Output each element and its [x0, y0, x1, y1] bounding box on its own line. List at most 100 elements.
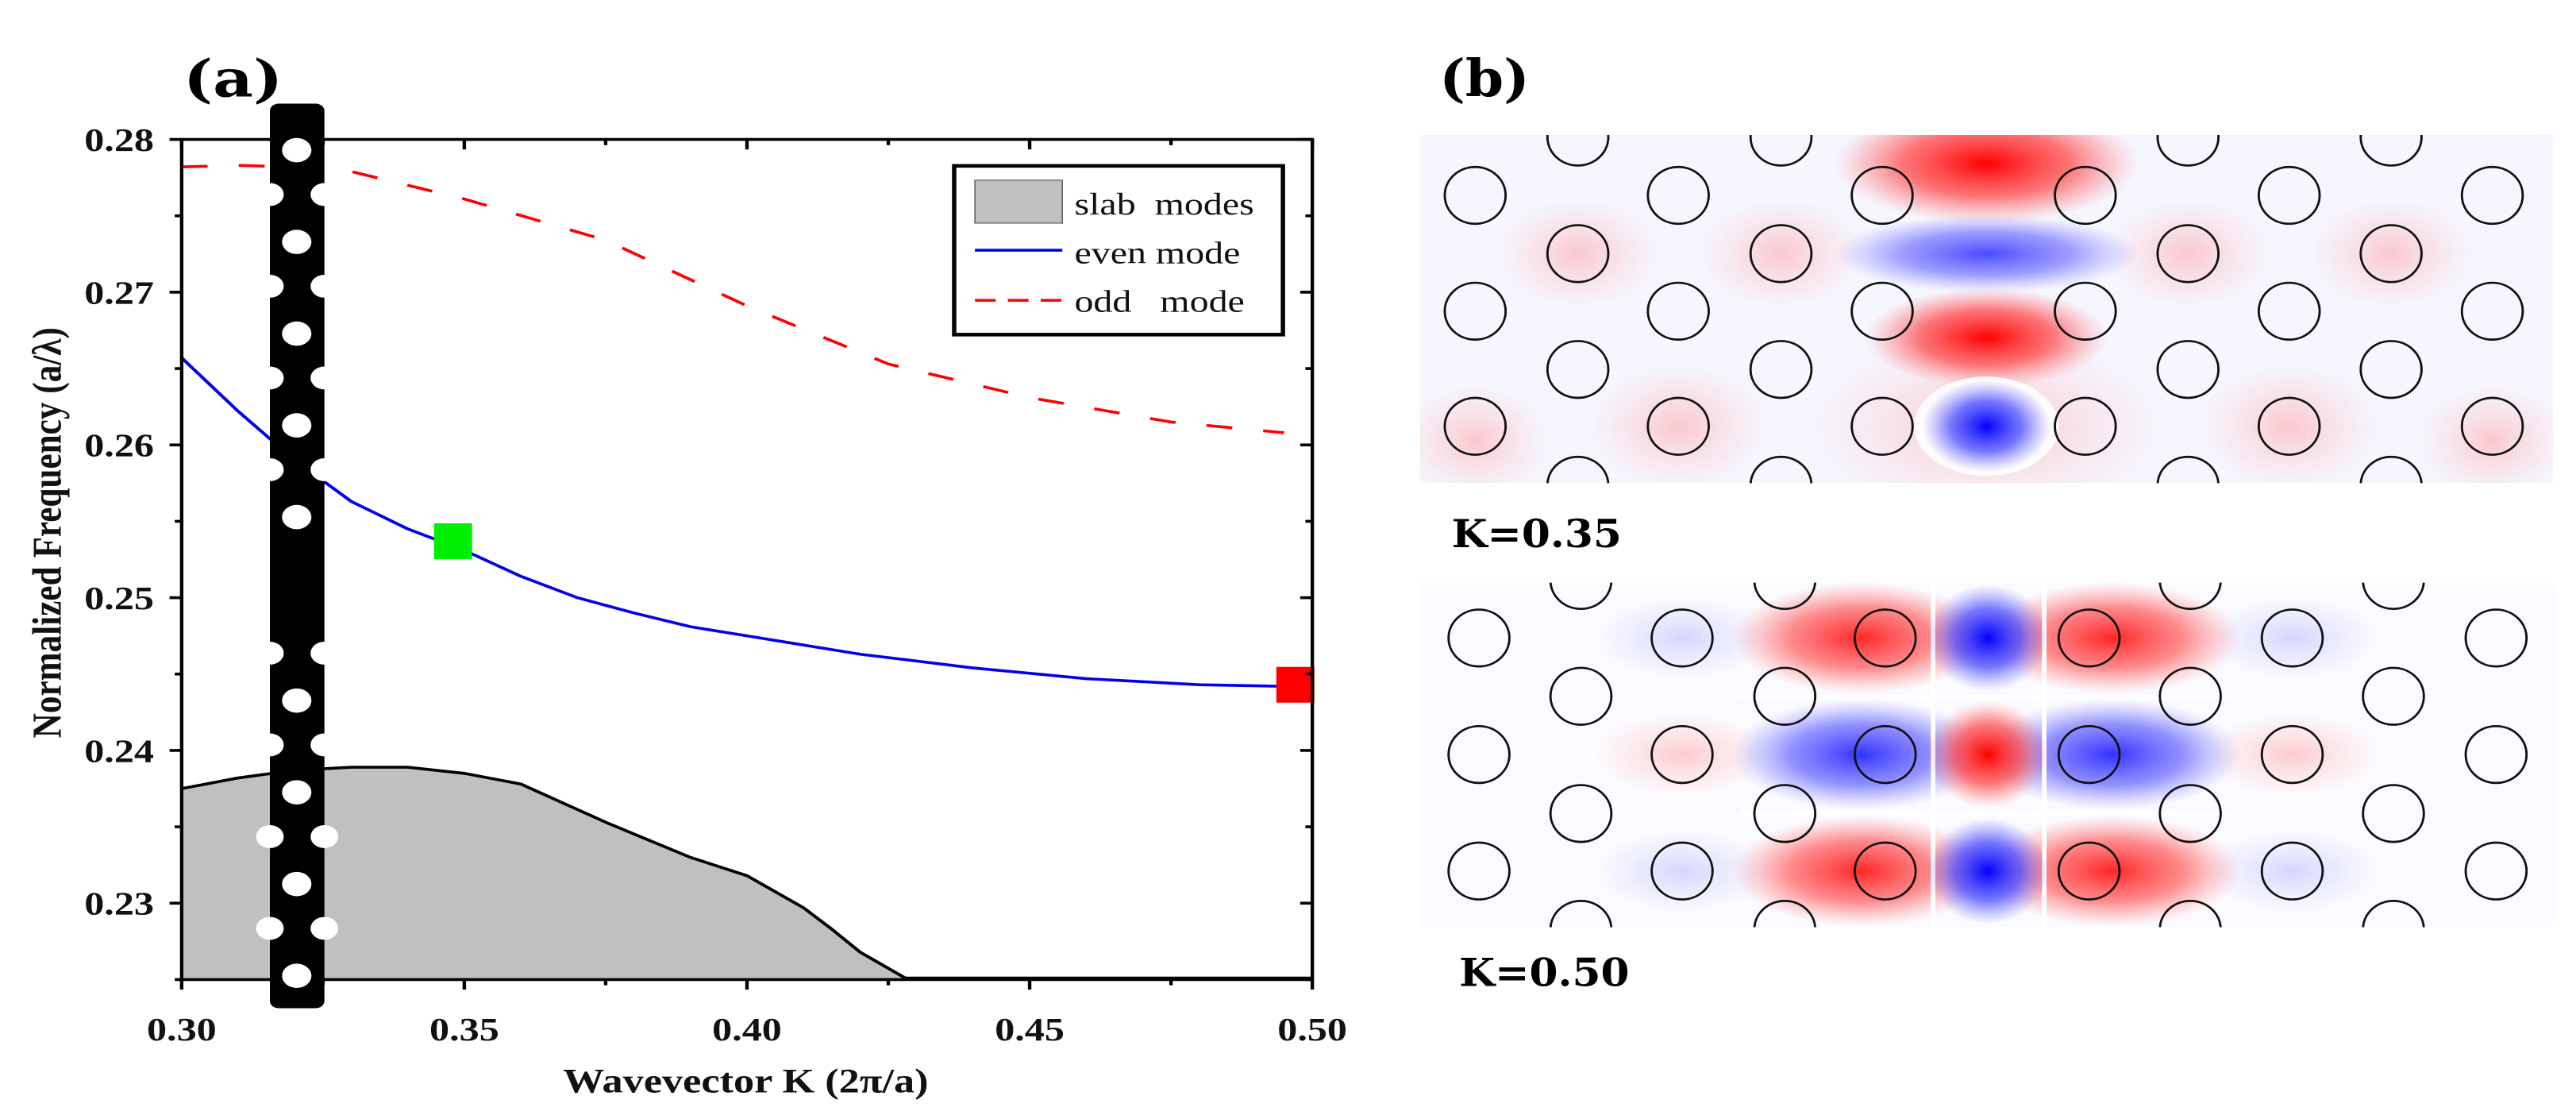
air-hole	[2464, 724, 2528, 785]
strip-hole-edge	[310, 274, 339, 298]
air-hole	[2156, 224, 2220, 284]
strip-hole-edge	[256, 733, 284, 757]
y-tick-label: 0.24	[84, 732, 154, 769]
air-hole	[1650, 608, 1714, 668]
strip-hole-edge	[256, 366, 284, 390]
air-hole	[1854, 724, 1917, 785]
air-hole	[2260, 724, 2324, 785]
air-hole	[1546, 134, 1610, 167]
strip-hole-edge	[256, 825, 284, 848]
strip-hole-edge	[310, 825, 339, 848]
air-hole	[2054, 281, 2117, 341]
strip-hole-edge	[256, 183, 284, 206]
air-hole	[2260, 841, 2324, 901]
air-hole	[2156, 340, 2220, 399]
air-hole	[2057, 841, 2121, 901]
strip-hole-edge	[310, 366, 339, 390]
air-hole	[2359, 455, 2423, 484]
x-tick-label: 0.35	[429, 1011, 499, 1048]
air-hole	[1546, 455, 1610, 484]
strip-hole	[282, 413, 312, 438]
y-tick-label: 0.28	[84, 122, 154, 158]
air-hole	[1850, 165, 1914, 226]
air-hole	[2464, 841, 2528, 901]
legend: slab modes even mode odd mode	[952, 164, 1285, 337]
field-maps-panel: (b) K=0.35	[1419, 48, 2554, 995]
air-hole	[1753, 784, 1817, 843]
strip-hole-edge	[256, 458, 284, 481]
strip-hole	[282, 871, 312, 897]
air-hole	[2362, 666, 2425, 726]
air-hole	[2460, 396, 2524, 456]
air-hole	[2460, 281, 2524, 341]
air-hole	[1443, 396, 1507, 456]
air-hole	[1443, 281, 1507, 341]
strip-hole	[282, 321, 312, 346]
air-hole	[1650, 841, 1714, 901]
air-hole	[2158, 900, 2222, 928]
air-hole	[1650, 724, 1714, 785]
marker-k050	[1276, 666, 1315, 703]
y-tick-label: 0.27	[84, 274, 154, 311]
air-hole	[1447, 841, 1511, 901]
air-hole	[1749, 340, 1813, 399]
x-tick-label: 0.45	[995, 1011, 1065, 1048]
panel-label-b: (b)	[1439, 48, 1530, 108]
field-map-caption-k035: K=0.35	[1452, 511, 1622, 556]
field-map-k035	[1419, 134, 2554, 484]
legend-label-slab-modes: slab modes	[1074, 187, 1253, 222]
y-tick-label: 0.25	[84, 580, 154, 616]
plot-area: 0.23 0.24 0.25 0.26 0.27 0.28 0.30 0.35 0.40 0.45…	[84, 122, 1347, 1048]
strip-hole-edge	[310, 458, 339, 481]
field-map-k050	[1419, 582, 2554, 928]
air-hole	[2362, 582, 2425, 611]
air-hole	[2158, 666, 2222, 726]
air-hole	[1443, 165, 1507, 226]
air-hole	[2362, 784, 2425, 843]
strip-hole-edge	[256, 642, 284, 665]
air-hole	[1549, 582, 1613, 611]
strip-hole-edge	[310, 183, 339, 206]
air-hole	[2054, 165, 2117, 226]
air-hole	[2057, 724, 2121, 785]
air-hole	[2158, 784, 2222, 843]
strip-hole	[282, 963, 312, 988]
air-hole	[1447, 608, 1511, 668]
series-even-mode-line	[180, 357, 1284, 688]
air-hole	[1549, 900, 1613, 928]
strip-hole-edge	[256, 274, 284, 298]
band-diagram-panel: (a) 0.23 0.24 0.25 0.26 0.27 0.28 0.30 0.35 0.40…	[24, 48, 1347, 1101]
air-hole	[1854, 841, 1917, 901]
y-tick-label: 0.23	[84, 886, 154, 922]
legend-label-even-mode: even mode	[1074, 235, 1240, 270]
air-hole	[2156, 134, 2220, 167]
strip-hole	[282, 688, 312, 713]
air-hole	[1850, 396, 1914, 456]
strip-hole-edge	[310, 916, 339, 940]
y-axis-title: Normalized Frequency (a/λ)	[24, 327, 70, 738]
air-hole	[1546, 340, 1610, 399]
air-hole	[1646, 165, 1710, 226]
field-map-caption-k050: K=0.50	[1459, 950, 1629, 995]
strip-hole	[282, 504, 312, 530]
strip-hole	[282, 137, 312, 163]
waveguide-strip-image	[256, 103, 339, 1009]
air-hole	[2054, 396, 2117, 456]
air-hole	[2359, 340, 2423, 399]
air-hole	[1447, 724, 1511, 785]
air-hole	[1749, 455, 1813, 484]
strip-hole-edge	[256, 916, 284, 940]
air-hole	[1850, 281, 1914, 341]
air-hole	[1753, 582, 1816, 611]
x-tick-label: 0.30	[147, 1011, 217, 1048]
air-hole	[1749, 224, 1813, 284]
air-hole	[1549, 784, 1613, 843]
air-hole	[2257, 281, 2321, 341]
air-hole	[2257, 396, 2321, 456]
air-hole	[2057, 608, 2121, 668]
x-axis-title: Wavevector K (2π/a)	[563, 1063, 928, 1101]
air-hole	[2156, 455, 2220, 484]
strip-hole	[282, 230, 312, 254]
air-hole	[1646, 281, 1710, 341]
series-slab-modes-area	[181, 767, 1313, 980]
